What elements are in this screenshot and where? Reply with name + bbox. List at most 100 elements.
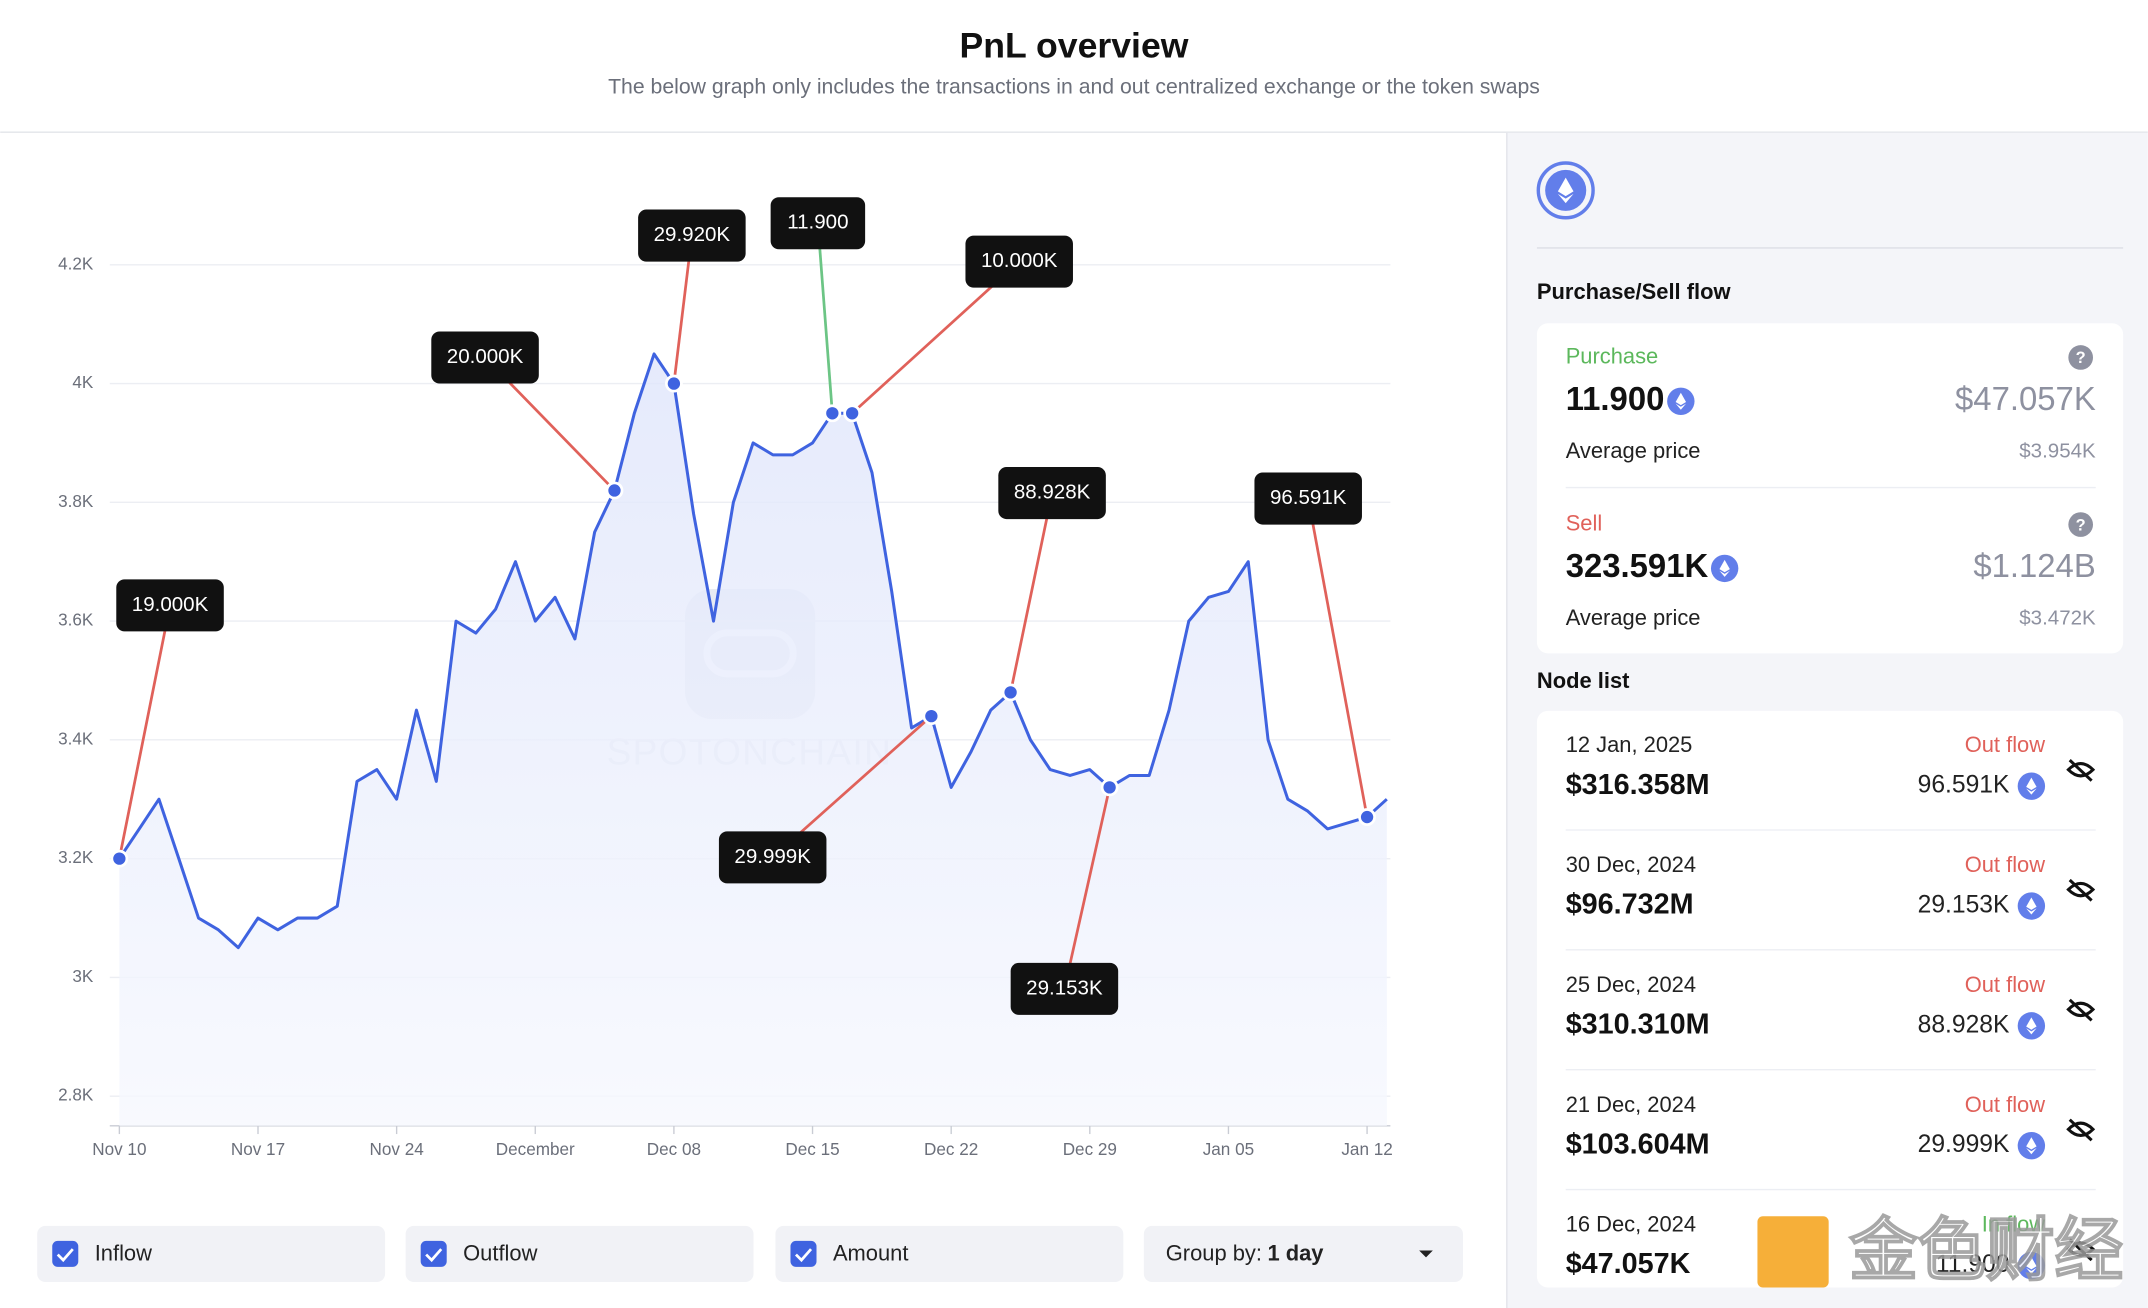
node-label: 29.153K	[1026, 976, 1103, 999]
eth-icon-glyph	[2026, 1257, 2037, 1275]
node-label-box	[1010, 962, 1119, 1015]
sell-avg: $3.472K	[2019, 606, 2096, 629]
node-label: 20.000K	[447, 345, 524, 368]
node-label-box	[116, 579, 224, 632]
checkbox[interactable]	[52, 1240, 79, 1267]
node-label: 11.900	[787, 211, 848, 234]
eth-icon-glyph	[1719, 559, 1730, 577]
checkmark	[56, 1248, 74, 1263]
token-ring	[1536, 161, 1595, 220]
panel-content: Purchase/Sell flow Purchase ? 11.900 $47.057…	[1536, 161, 2124, 1290]
y-tick-label: 4K	[72, 373, 94, 392]
eth-icon-glyph	[2026, 1017, 2037, 1035]
eth-icon-glyph	[2026, 1137, 2037, 1155]
hide-icon[interactable]	[2066, 878, 2096, 902]
node-label-box	[965, 235, 1073, 288]
node-label-box	[638, 209, 746, 262]
node-date: 21 Dec, 2024	[1566, 1092, 1696, 1117]
y-tick-label: 3.6K	[58, 611, 94, 630]
price-area	[119, 353, 1387, 1126]
group-label: Group by:	[1166, 1240, 1262, 1265]
node-card	[1536, 710, 2124, 1288]
node-flow: Out flow	[1965, 972, 2046, 997]
sell-avg-label: Average price	[1566, 605, 1701, 630]
checkbox[interactable]	[790, 1240, 817, 1267]
page-subtitle: The below graph only includes the transa…	[608, 75, 1540, 98]
node-label-box	[998, 467, 1106, 520]
checkbox-label: Amount	[833, 1240, 909, 1265]
node-dot	[1358, 808, 1376, 826]
node-date: 25 Dec, 2024	[1566, 972, 1696, 997]
x-tick-label: Jan 12	[1341, 1140, 1392, 1159]
controls: Inflow Outflow Amount Group by: 1 day	[37, 1225, 1463, 1282]
purchase-label: Purchase	[1566, 343, 1659, 368]
flow-title: Purchase/Sell flow	[1537, 279, 1732, 304]
overlay-watermark: 金色财经	[1848, 1212, 2123, 1289]
node-label-box	[718, 831, 827, 884]
purchase-avg: $3.954K	[2019, 439, 2096, 462]
group-select-text: Group by: 1 day	[1166, 1240, 1325, 1265]
overlay-logo	[1757, 1216, 1829, 1288]
node-dot	[605, 481, 624, 500]
sell-amount: 323.591K	[1566, 547, 1709, 584]
dropdown-caret	[1419, 1250, 1433, 1258]
hide-icon[interactable]	[2066, 759, 2096, 782]
chart: SPOTONCHAIN2.8K3K3.2K3.4K3.6K3.8K4K4.2KN…	[58, 197, 1393, 1159]
x-tick-label: Nov 10	[92, 1140, 146, 1159]
checkbox[interactable]	[420, 1240, 447, 1267]
checkbox-label: Inflow	[95, 1240, 152, 1265]
node-label: 88.928K	[1014, 480, 1091, 503]
x-tick-label: Dec 15	[785, 1140, 839, 1159]
eth-icon-glyph	[2026, 897, 2037, 915]
sell-label: Sell	[1566, 510, 1603, 535]
page-title: PnL overview	[960, 25, 1189, 65]
node-leader	[118, 605, 172, 859]
node-dot	[1100, 778, 1119, 797]
checkbox-row[interactable]	[775, 1225, 1124, 1282]
hide-icon[interactable]	[2066, 998, 2096, 1022]
annotations: 19.000K 20.000K 29.920K 10.000K 29.999K 88.92…	[110, 197, 1376, 1015]
node-date: 30 Dec, 2024	[1566, 852, 1696, 877]
node-dot	[823, 404, 842, 423]
x-tick-label: Nov 17	[231, 1140, 285, 1159]
checkbox-label: Outflow	[463, 1240, 537, 1265]
node-usd: $310.310M	[1566, 1008, 1710, 1040]
node-leader	[1306, 498, 1369, 818]
node-leader	[1063, 787, 1111, 990]
node-label: 96.591K	[1270, 486, 1347, 509]
x-tick-label: Dec 08	[647, 1140, 701, 1159]
y-tick-label: 3.8K	[58, 492, 94, 511]
node-label-box	[1254, 472, 1362, 525]
help-icon	[2068, 345, 2094, 370]
group-select[interactable]	[1143, 1225, 1463, 1282]
y-tick-label: 3.2K	[58, 848, 94, 867]
node-amount: 29.153K	[1918, 892, 2010, 919]
purchase-avg-label: Average price	[1566, 438, 1701, 463]
node-label: 10.000K	[981, 249, 1058, 272]
help-icon	[2068, 512, 2094, 537]
node-amount: 29.999K	[1918, 1131, 2010, 1158]
purchase-usd: $47.057K	[1955, 380, 2096, 417]
x-tick-label: Jan 05	[1203, 1140, 1254, 1159]
node-leader	[1009, 492, 1054, 693]
node-dot	[922, 707, 941, 726]
price-line	[118, 352, 1388, 950]
x-tick-label: Dec 22	[924, 1140, 978, 1159]
node-amount: 88.928K	[1918, 1011, 2010, 1038]
x-tick-label: December	[496, 1140, 575, 1159]
checkbox-row[interactable]	[405, 1225, 754, 1282]
checkbox-row[interactable]	[37, 1225, 386, 1282]
hide-icon[interactable]	[2066, 1238, 2096, 1262]
y-tick-label: 4.2K	[58, 254, 94, 273]
node-usd: $316.358M	[1566, 769, 1710, 801]
hide-icon[interactable]	[2066, 1118, 2096, 1142]
node-label: 29.920K	[654, 223, 731, 246]
eth-icon-glyph	[1557, 177, 1574, 204]
y-tick-label: 3.4K	[58, 729, 94, 748]
checkmark	[794, 1248, 813, 1263]
node-usd: $96.732M	[1566, 889, 1694, 921]
purchase-amount: 11.900	[1566, 380, 1665, 417]
eth-icon-glyph	[2026, 777, 2037, 795]
